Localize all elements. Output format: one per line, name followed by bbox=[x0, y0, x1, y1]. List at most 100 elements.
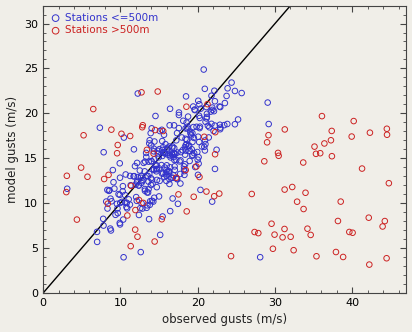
Stations <=500m bbox=[148, 126, 155, 131]
Stations <=500m bbox=[187, 148, 193, 153]
Stations <=500m bbox=[121, 135, 127, 140]
Stations <=500m bbox=[169, 196, 176, 201]
Stations <=500m bbox=[179, 147, 186, 153]
Stations >500m bbox=[196, 174, 203, 180]
Stations <=500m bbox=[119, 184, 126, 189]
Stations >500m bbox=[289, 184, 295, 190]
Stations <=500m bbox=[133, 198, 140, 204]
Stations <=500m bbox=[199, 144, 205, 149]
Stations <=500m bbox=[183, 120, 190, 125]
Stations >500m bbox=[140, 200, 147, 206]
Stations <=500m bbox=[167, 165, 173, 170]
Stations <=500m bbox=[147, 199, 153, 204]
Stations <=500m bbox=[156, 166, 162, 171]
Stations <=500m bbox=[209, 199, 215, 204]
Stations <=500m bbox=[171, 151, 178, 156]
Stations <=500m bbox=[150, 199, 157, 204]
Stations >500m bbox=[183, 209, 190, 214]
Stations <=500m bbox=[164, 146, 171, 151]
Stations <=500m bbox=[212, 166, 218, 172]
Stations <=500m bbox=[117, 222, 123, 227]
Stations <=500m bbox=[143, 173, 150, 179]
Stations <=500m bbox=[174, 130, 180, 136]
Stations <=500m bbox=[166, 168, 172, 174]
Stations <=500m bbox=[124, 200, 130, 206]
Stations <=500m bbox=[186, 143, 192, 148]
Stations <=500m bbox=[107, 226, 114, 231]
Stations <=500m bbox=[148, 158, 155, 164]
Stations <=500m bbox=[190, 104, 197, 109]
Stations <=500m bbox=[119, 199, 125, 205]
Stations >500m bbox=[349, 230, 356, 235]
Stations >500m bbox=[332, 249, 339, 255]
Stations <=500m bbox=[211, 109, 217, 114]
Stations <=500m bbox=[180, 118, 187, 124]
Stations <=500m bbox=[100, 216, 106, 221]
Stations <=500m bbox=[211, 123, 218, 128]
Stations <=500m bbox=[195, 154, 202, 160]
Stations <=500m bbox=[143, 150, 150, 156]
Stations <=500m bbox=[173, 138, 180, 143]
Stations >500m bbox=[294, 199, 300, 204]
Stations <=500m bbox=[190, 152, 196, 158]
Stations >500m bbox=[63, 190, 70, 195]
Stations <=500m bbox=[177, 181, 184, 186]
Stations >500m bbox=[386, 181, 392, 186]
Stations <=500m bbox=[169, 175, 176, 181]
Stations >500m bbox=[124, 213, 131, 218]
Stations <=500m bbox=[175, 201, 181, 207]
Stations <=500m bbox=[157, 232, 164, 237]
Stations >500m bbox=[265, 132, 272, 138]
Stations <=500m bbox=[208, 109, 214, 114]
Stations <=500m bbox=[163, 167, 170, 172]
Stations <=500m bbox=[217, 125, 224, 130]
Stations <=500m bbox=[164, 147, 171, 152]
Stations >500m bbox=[105, 172, 112, 178]
Stations <=500m bbox=[182, 145, 188, 150]
Stations <=500m bbox=[195, 134, 201, 139]
Stations <=500m bbox=[131, 147, 137, 152]
Stations <=500m bbox=[122, 200, 129, 206]
Stations <=500m bbox=[134, 174, 141, 180]
Stations <=500m bbox=[166, 144, 173, 149]
Stations <=500m bbox=[265, 100, 271, 105]
Stations >500m bbox=[287, 234, 294, 239]
Stations <=500m bbox=[206, 135, 212, 140]
Stations <=500m bbox=[162, 165, 168, 170]
Stations <=500m bbox=[173, 176, 180, 181]
Stations >500m bbox=[318, 114, 325, 119]
Stations <=500m bbox=[182, 152, 188, 157]
Stations <=500m bbox=[126, 202, 133, 207]
Stations <=500m bbox=[185, 148, 192, 154]
Stations >500m bbox=[302, 190, 309, 196]
Stations <=500m bbox=[159, 153, 166, 159]
Stations <=500m bbox=[132, 182, 139, 187]
Stations >500m bbox=[382, 218, 388, 224]
Stations <=500m bbox=[224, 86, 231, 91]
Stations >500m bbox=[140, 123, 146, 128]
Stations >500m bbox=[313, 151, 319, 156]
Stations <=500m bbox=[190, 124, 197, 130]
Stations <=500m bbox=[209, 107, 216, 113]
Stations >500m bbox=[183, 167, 189, 173]
Stations <=500m bbox=[171, 167, 178, 173]
Stations <=500m bbox=[146, 171, 152, 177]
Stations >500m bbox=[134, 234, 141, 239]
Stations <=500m bbox=[105, 188, 112, 194]
Stations <=500m bbox=[156, 146, 163, 152]
Stations <=500m bbox=[131, 173, 137, 179]
Stations <=500m bbox=[187, 130, 194, 135]
Stations <=500m bbox=[212, 99, 218, 104]
Stations >500m bbox=[160, 128, 166, 134]
Stations <=500m bbox=[115, 210, 121, 216]
Stations <=500m bbox=[149, 181, 156, 186]
Stations <=500m bbox=[96, 125, 103, 130]
Stations >500m bbox=[359, 166, 365, 171]
Stations <=500m bbox=[176, 110, 182, 115]
Stations <=500m bbox=[154, 151, 161, 156]
Stations <=500m bbox=[139, 179, 145, 184]
Stations >500m bbox=[90, 106, 96, 112]
Stations >500m bbox=[328, 128, 335, 133]
Stations <=500m bbox=[197, 115, 203, 121]
Stations >500m bbox=[203, 189, 210, 194]
